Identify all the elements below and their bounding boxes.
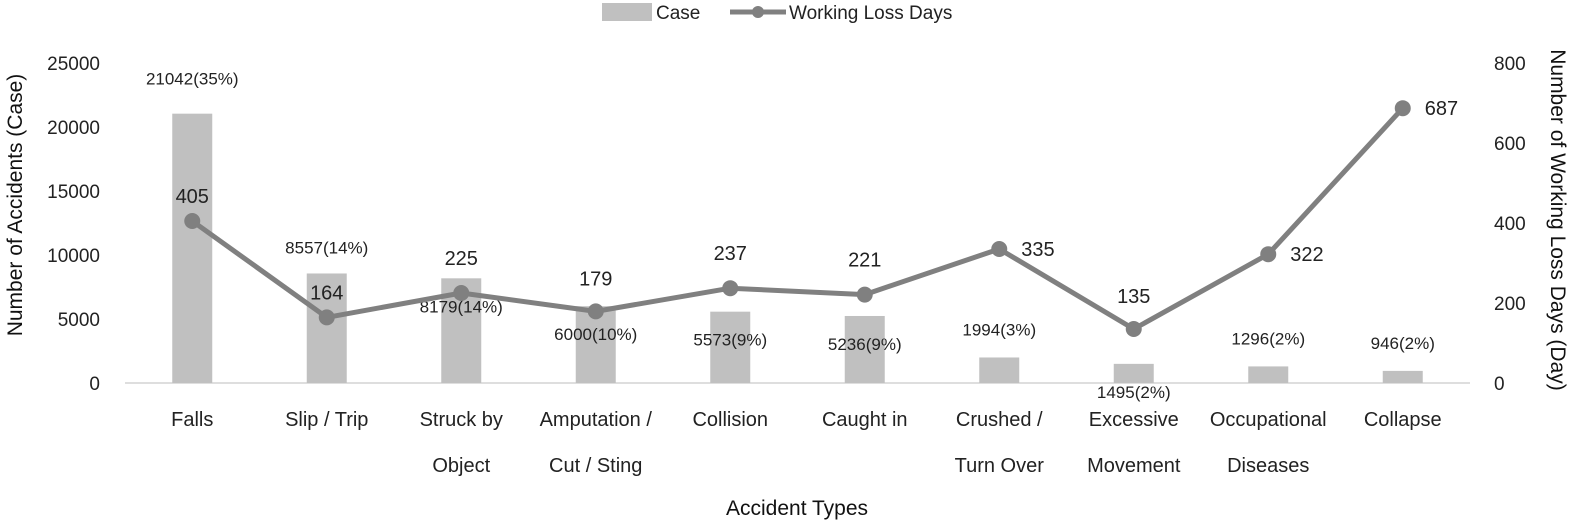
category-label: Occupational: [1210, 409, 1327, 431]
line-value-label: 405: [176, 186, 209, 208]
line-point: [991, 241, 1008, 257]
bar-crushed: [979, 357, 1020, 383]
line-value-label: 237: [714, 243, 747, 265]
category-label: Slip / Trip: [285, 409, 368, 431]
legend-label-case: Case: [656, 3, 700, 24]
line-point: [184, 213, 201, 229]
category-label: Cut / Sting: [549, 455, 642, 477]
category-label: Diseases: [1227, 455, 1309, 477]
y2-axis-title: Number of Working Loss Days (Day): [1546, 49, 1569, 391]
bar-value-label: 1495(2%): [1097, 383, 1171, 402]
y-axis-title: Number of Accidents (Case): [4, 74, 27, 337]
category-label: Object: [432, 455, 490, 477]
y-tick-label: 10000: [47, 246, 100, 267]
bar-falls: [172, 113, 213, 383]
line-point: [856, 286, 873, 303]
x-axis-title: Accident Types: [726, 497, 868, 520]
y2-tick-label: 200: [1494, 294, 1526, 315]
category-label: Collapse: [1364, 409, 1442, 431]
y2-tick-label: 400: [1494, 214, 1526, 235]
category-label: Caught in: [822, 409, 908, 431]
category-label: Amputation /: [540, 409, 653, 431]
bar-value-label: 5573(9%): [693, 331, 767, 350]
bar-value-label: 8557(14%): [285, 238, 368, 257]
bar-collision: [710, 311, 751, 383]
bar-value-label: 1296(2%): [1231, 329, 1305, 348]
category-label: Turn Over: [955, 455, 1045, 477]
category-label: Crushed /: [956, 409, 1043, 431]
line-value-label: 164: [310, 282, 343, 304]
legend-marker-working-loss-days: [752, 6, 764, 18]
bar-occupational: [1248, 366, 1289, 383]
bar-slip-trip: [306, 273, 347, 383]
y-tick-label: 5000: [58, 310, 100, 331]
y2-tick-label: 0: [1494, 374, 1505, 395]
legend-label-working-loss-days: Working Loss Days: [789, 3, 952, 24]
y-tick-label: 25000: [47, 54, 100, 75]
bar-value-label: 1994(3%): [962, 320, 1036, 339]
category-labels: Falls Slip / Trip Struck by Object Amputatio…: [171, 409, 1442, 477]
line-value-label: 225: [445, 248, 478, 270]
y2-tick-label: 600: [1494, 134, 1526, 155]
line-value-label: 135: [1117, 286, 1150, 308]
line-series: 405 164 225 179 237 221 335 135 322 687: [176, 98, 1458, 337]
bar-excessive: [1113, 363, 1154, 383]
category-label: Movement: [1087, 455, 1181, 477]
working-loss-days-line: [190, 106, 1405, 332]
legend-swatch-case: [602, 3, 652, 21]
line-value-label: 322: [1290, 244, 1323, 266]
category-label: Collision: [692, 409, 768, 431]
line-value-label: 179: [579, 268, 612, 290]
y2-tick-label: 800: [1494, 54, 1526, 75]
line-point: [453, 285, 470, 301]
y-tick-label: 20000: [47, 118, 100, 139]
line-value-label: 221: [848, 250, 881, 272]
line-point: [1125, 321, 1142, 337]
bar-value-label: 21042(35%): [146, 70, 239, 89]
bar-value-label: 946(2%): [1371, 334, 1435, 353]
category-label: Falls: [171, 409, 213, 431]
line-point: [318, 309, 335, 326]
bar-collapse: [1382, 370, 1423, 383]
legend: Case Working Loss Days: [602, 3, 952, 24]
line-value-label: 687: [1425, 98, 1458, 120]
bar-value-label: 6000(10%): [554, 325, 637, 344]
bar-value-label: 5236(9%): [828, 335, 902, 354]
line-point: [722, 280, 739, 297]
y-tick-label: 0: [89, 374, 100, 395]
right-axis-ticks: 0 200 400 600 800: [1494, 54, 1526, 395]
y-tick-label: 15000: [47, 182, 100, 203]
line-point: [1394, 100, 1411, 117]
line-value-label: 335: [1021, 239, 1054, 261]
bar-caught-in: [844, 315, 885, 383]
category-label: Struck by: [420, 409, 503, 431]
category-label: Excessive: [1089, 409, 1179, 431]
bar-value-label: 8179(14%): [420, 297, 503, 316]
bar-labels: 21042(35%) 8557(14%) 8179(14%) 6000(10%) 557…: [146, 70, 1435, 402]
left-axis-ticks: 0 5000 10000 15000 20000 25000: [47, 54, 100, 395]
line-point: [587, 303, 604, 320]
line-point: [1260, 246, 1277, 263]
